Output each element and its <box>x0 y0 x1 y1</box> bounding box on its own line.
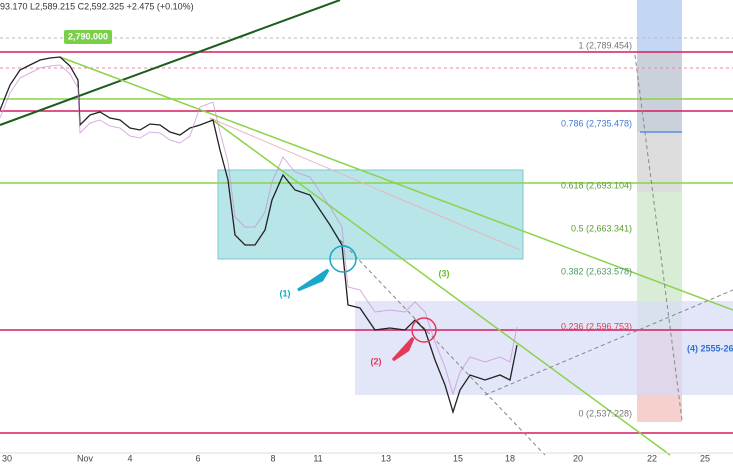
x-tick-label: 6 <box>195 453 200 463</box>
ma-line <box>209 117 521 251</box>
price-tag: 2,790.000 <box>68 31 108 41</box>
fib-label: 0.618 (2,693.104) <box>561 180 632 190</box>
levels <box>0 37 733 434</box>
fib-label: 0.236 (2,596.753) <box>561 321 632 331</box>
target-box <box>355 301 733 395</box>
x-tick-label: 8 <box>270 453 275 463</box>
arrow <box>391 336 415 362</box>
marker-circle <box>411 317 437 343</box>
annotation: (1) <box>280 288 291 298</box>
projection-gray <box>637 52 682 192</box>
fib-label: 0.786 (2,735.478) <box>561 118 632 128</box>
header-ohlc: 93.170 L2,589.215 C2,592.325 +2.475 (+0.… <box>0 1 194 11</box>
fib-label: 0 (2,537.228) <box>578 408 632 418</box>
x-tick-label: 11 <box>313 453 322 463</box>
trend-line <box>0 0 341 126</box>
x-tick-label: 13 <box>381 453 391 463</box>
x-tick-label: 25 <box>700 453 710 463</box>
annotation: (3) <box>439 268 450 278</box>
x-tick-label: 22 <box>647 453 657 463</box>
ma-line <box>0 64 518 396</box>
trend-line <box>209 117 671 456</box>
annotation: (2) <box>371 356 382 366</box>
fib-label: 1 (2,789.454) <box>578 40 632 50</box>
x-tick-label: 20 <box>573 453 583 463</box>
annotation: (4) 2555-26 <box>687 343 733 353</box>
fib-label: 0.5 (2,663.341) <box>571 223 632 233</box>
price-tag-box <box>64 30 112 44</box>
x-tick-label: 4 <box>127 453 132 463</box>
x-tick-label: Nov <box>77 453 94 463</box>
labels: 93.170 L2,589.215 C2,592.325 +2.475 (+0.… <box>0 1 194 41</box>
projection-line <box>484 289 733 396</box>
arrow <box>297 268 330 292</box>
fib-label: 0.382 (2,633.578) <box>561 266 632 276</box>
x-tick-label: 30 <box>2 453 12 463</box>
marker-circle <box>329 245 357 273</box>
x-tick-label: 15 <box>453 453 463 463</box>
projection-line <box>339 239 546 456</box>
projection-line <box>634 54 683 421</box>
x-tick-label: 18 <box>505 453 515 463</box>
trend-line <box>59 56 733 311</box>
